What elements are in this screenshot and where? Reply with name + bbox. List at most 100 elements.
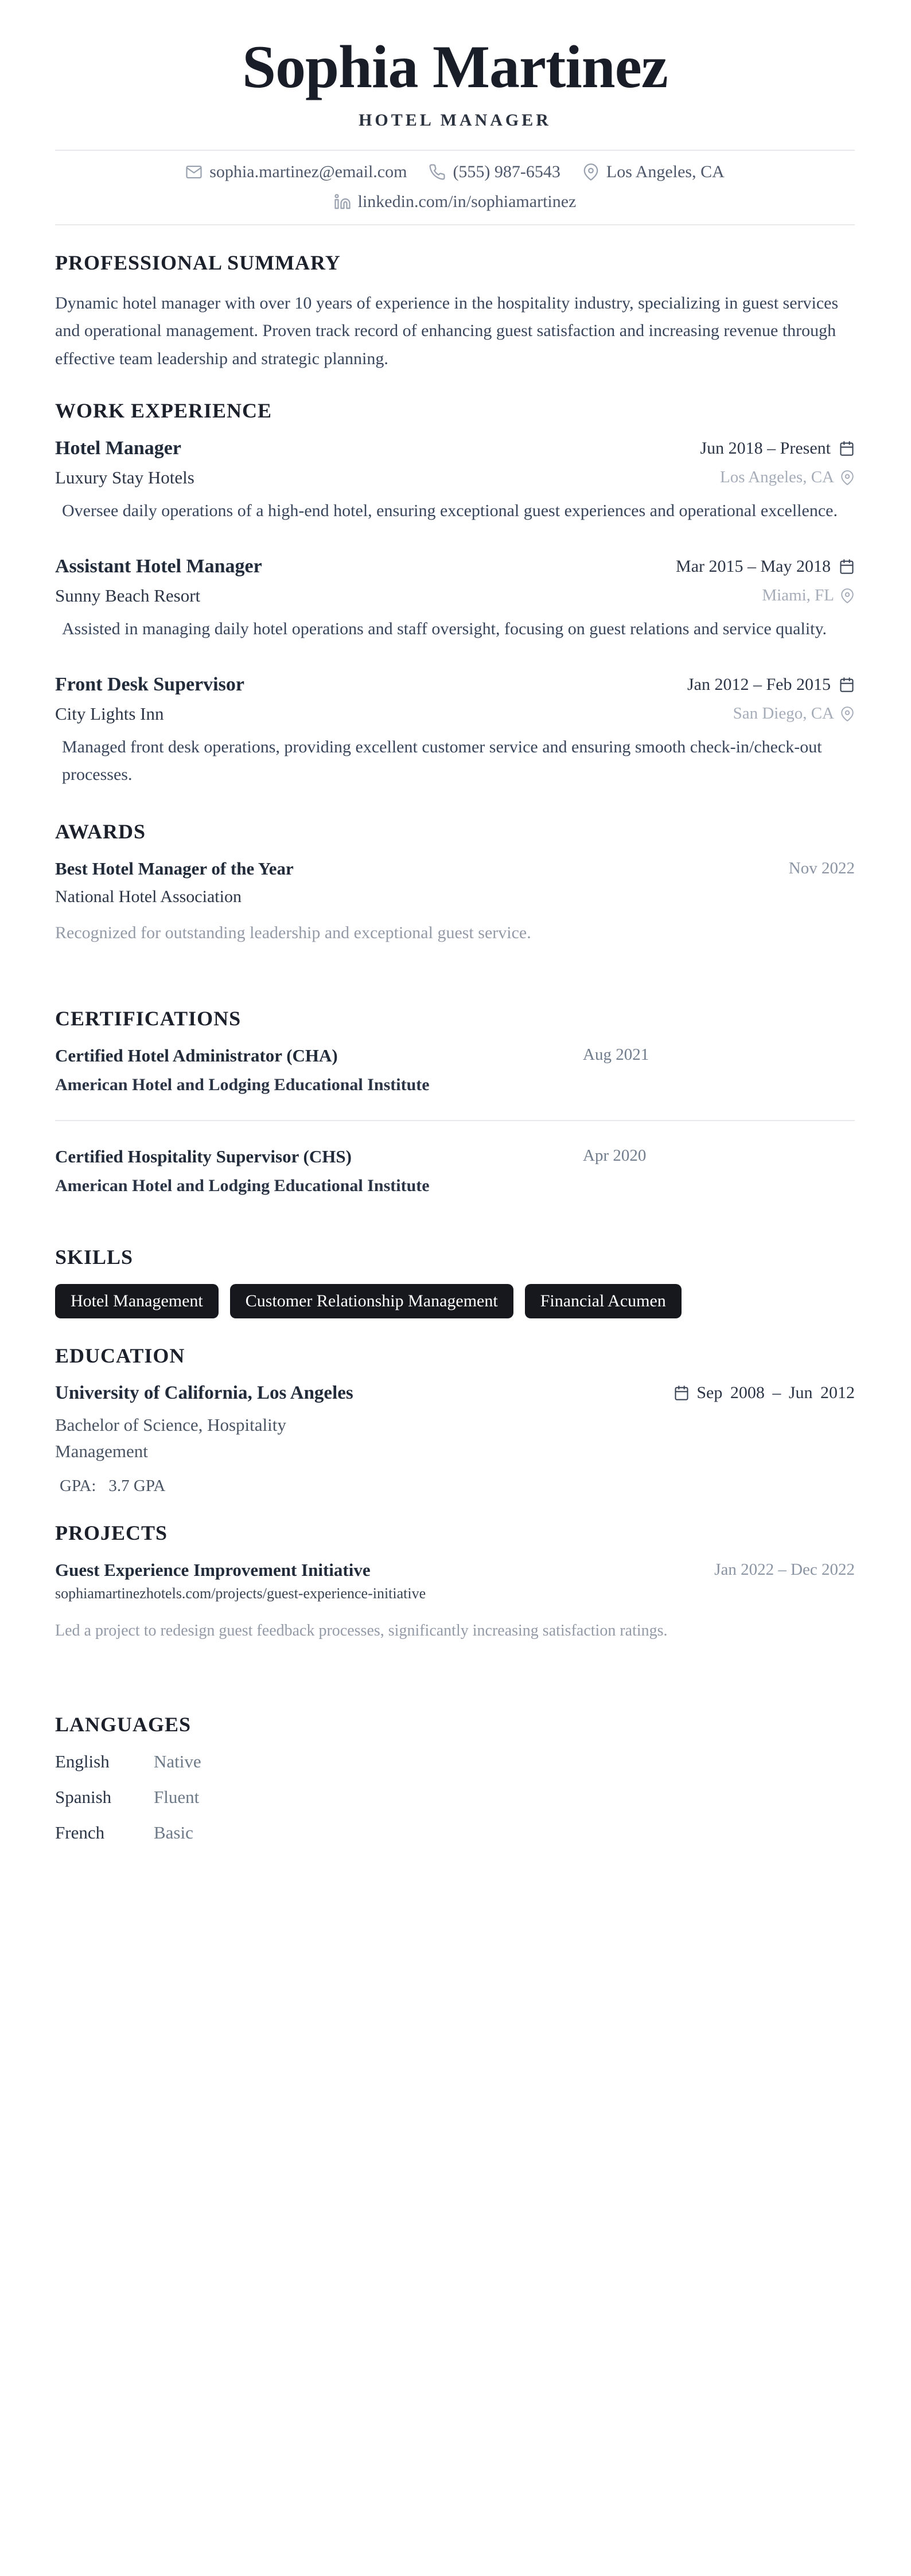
- contact-location: Los Angeles, CA: [606, 162, 725, 181]
- certification-title-row: Certified Hospitality Supervisor (CHS) A…: [55, 1146, 855, 1167]
- certification-divider: [55, 1119, 855, 1121]
- certification-date: Aug 2021: [583, 1045, 649, 1064]
- calendar-icon: [840, 440, 854, 456]
- job-dates-text: Jan 2012 – Feb 2015: [687, 674, 831, 694]
- job-title-row: Front Desk Supervisor Jan 2012 – Feb 201…: [55, 674, 855, 696]
- location-pin-icon: [583, 163, 598, 181]
- contact-phone: (555) 987-6543: [453, 162, 560, 181]
- contact-email[interactable]: sophia.martinez@email.com: [209, 162, 407, 181]
- certification-entry: Certified Hotel Administrator (CHA) Aug …: [55, 1045, 855, 1095]
- calendar-icon: [675, 1385, 688, 1400]
- languages-heading: LANGUAGES: [55, 1713, 192, 1736]
- language-row: Spanish Fluent: [55, 1787, 855, 1808]
- header-divider-top: [55, 149, 855, 151]
- contact-linkedin-item: linkedin.com/in/sophiamartinez: [334, 192, 577, 212]
- award-issuer: National Hotel Association: [55, 887, 242, 906]
- contact-email-item: sophia.martinez@email.com: [185, 162, 407, 182]
- job-location-text: Miami, FL: [762, 586, 834, 604]
- calendar-icon: [840, 559, 854, 574]
- award-date: Nov 2022: [788, 859, 855, 877]
- education-title-row: University of California, Los Angeles Se…: [55, 1383, 855, 1404]
- work-heading: WORK EXPERIENCE: [55, 399, 272, 422]
- job-description: Oversee daily operations of a high-end h…: [62, 501, 838, 520]
- language-name: Spanish: [55, 1787, 112, 1808]
- person-name: Sophia Martinez: [242, 33, 668, 100]
- job-location-text: Los Angeles, CA: [720, 468, 834, 486]
- header-divider-bottom: [55, 224, 855, 225]
- job-title: Front Desk Supervisor: [55, 673, 244, 695]
- certification-date: Apr 2020: [583, 1146, 647, 1165]
- certification-title: Certified Hospitality Supervisor (CHS): [55, 1146, 352, 1166]
- project-title-row: Guest Experience Improvement Initiative …: [55, 1560, 855, 1580]
- calendar-icon: [840, 677, 854, 692]
- job-dates: Jun 2018 – Present: [700, 439, 855, 458]
- project-url[interactable]: sophiamartinezhotels.com/projects/guest-…: [55, 1584, 426, 1602]
- job-company-row: Sunny Beach Resort Miami, FL: [55, 586, 855, 606]
- section-skills: SKILLS Hotel Management Customer Relatio…: [55, 1245, 855, 1318]
- section-awards: AWARDS Best Hotel Manager of the Year No…: [55, 819, 855, 947]
- job-description: Managed front desk operations, providing…: [62, 737, 822, 784]
- contact-block: sophia.martinez@email.com (555) 987-6543…: [55, 151, 855, 224]
- contact-linkedin[interactable]: linkedin.com/in/sophiamartinez: [357, 192, 577, 211]
- education-gpa-row: GPA: 3.7 GPA: [55, 1477, 855, 1496]
- education-heading: EDUCATION: [55, 1344, 185, 1367]
- person-job-title: HOTEL MANAGER: [359, 110, 551, 130]
- contact-phone-item: (555) 987-6543: [429, 162, 560, 182]
- job-company: Sunny Beach Resort: [55, 585, 201, 606]
- job-dates-text: Mar 2015 – May 2018: [676, 556, 831, 576]
- job-title: Assistant Hotel Manager: [55, 555, 262, 577]
- job-location: Miami, FL: [762, 586, 855, 605]
- section-languages: LANGUAGES English Native Spanish Fluent …: [55, 1712, 855, 1843]
- summary-text: Dynamic hotel manager with over 10 years…: [55, 293, 839, 368]
- job-location: San Diego, CA: [733, 704, 855, 723]
- job-title: Hotel Manager: [55, 437, 181, 459]
- skill-pill: Customer Relationship Management: [229, 1283, 513, 1318]
- certification-issuer: American Hotel and Lodging Educational I…: [55, 1176, 430, 1195]
- location-pin-icon: [841, 588, 854, 603]
- projects-heading: PROJECTS: [55, 1521, 168, 1544]
- education-dates: Sep 2008 – Jun 2012: [673, 1383, 855, 1403]
- skill-pill: Hotel Management: [55, 1283, 219, 1318]
- education-dates-text: Sep 2008 – Jun 2012: [696, 1383, 855, 1402]
- job-company: City Lights Inn: [55, 703, 164, 724]
- project-dates: Jan 2022 – Dec 2022: [714, 1560, 855, 1579]
- award-description: Recognized for outstanding leadership an…: [55, 923, 531, 942]
- certification-title: Certified Hotel Administrator (CHA): [55, 1045, 338, 1065]
- job-location-text: San Diego, CA: [733, 704, 834, 723]
- contact-row-secondary: linkedin.com/in/sophiamartinez: [55, 192, 855, 212]
- education-gpa-value: 3.7 GPA: [108, 1476, 166, 1495]
- location-pin-icon: [841, 706, 854, 721]
- certification-entry: Certified Hospitality Supervisor (CHS) A…: [55, 1146, 855, 1196]
- project-title: Guest Experience Improvement Initiative: [55, 1559, 371, 1580]
- certifications-heading: CERTIFICATIONS: [55, 1006, 242, 1030]
- education-degree: Bachelor of Science, Hospitality Managem…: [55, 1414, 286, 1462]
- project-description: Led a project to redesign guest feedback…: [55, 1621, 668, 1640]
- linkedin-icon: [334, 194, 351, 209]
- section-work-experience: WORK EXPERIENCE Hotel Manager Jun 2018 –…: [55, 399, 855, 789]
- language-level: Basic: [154, 1822, 193, 1843]
- resume-header: Sophia Martinez HOTEL MANAGER: [55, 33, 855, 130]
- job-entry: Front Desk Supervisor Jan 2012 – Feb 201…: [55, 674, 855, 789]
- job-dates: Mar 2015 – May 2018: [676, 557, 855, 576]
- contact-location-item: Los Angeles, CA: [582, 162, 725, 182]
- job-company: Luxury Stay Hotels: [55, 467, 194, 487]
- phone-icon: [429, 164, 446, 180]
- email-icon: [186, 165, 202, 178]
- job-title-row: Hotel Manager Jun 2018 – Present: [55, 438, 855, 459]
- language-row: French Basic: [55, 1822, 855, 1843]
- language-row: English Native: [55, 1751, 855, 1772]
- job-description: Assisted in managing daily hotel operati…: [62, 619, 827, 638]
- contact-row-primary: sophia.martinez@email.com (555) 987-6543…: [55, 162, 855, 182]
- job-entry: Assistant Hotel Manager Mar 2015 – May 2…: [55, 556, 855, 643]
- award-entry: Best Hotel Manager of the Year Nov 2022 …: [55, 858, 855, 947]
- language-name: French: [55, 1822, 105, 1843]
- language-level: Native: [154, 1751, 201, 1772]
- project-entry: Guest Experience Improvement Initiative …: [55, 1560, 855, 1644]
- job-entry: Hotel Manager Jun 2018 – Present Luxury …: [55, 438, 855, 525]
- certification-issuer: American Hotel and Lodging Educational I…: [55, 1075, 430, 1094]
- skills-heading: SKILLS: [55, 1245, 134, 1269]
- summary-heading: PROFESSIONAL SUMMARY: [55, 251, 341, 274]
- award-title-row: Best Hotel Manager of the Year Nov 2022: [55, 858, 855, 879]
- award-title: Best Hotel Manager of the Year: [55, 858, 294, 879]
